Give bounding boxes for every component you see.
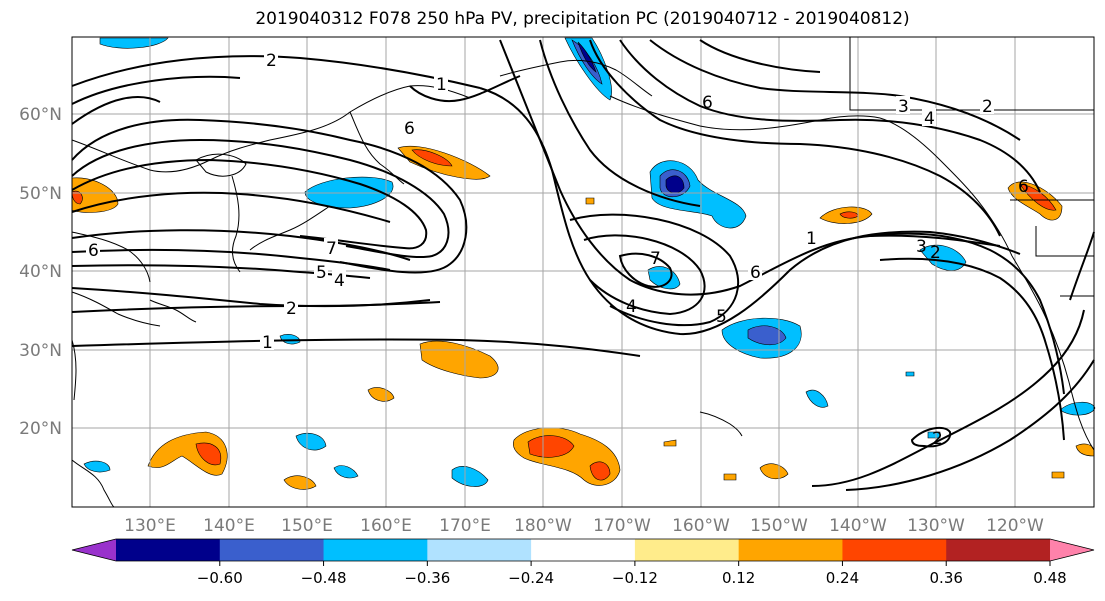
contour-label: 1	[806, 229, 817, 249]
lat-label: 60°N	[19, 105, 62, 125]
contour-label: 6	[702, 93, 713, 113]
map-frame	[71, 36, 1095, 508]
contour-label-box	[980, 96, 994, 114]
precipitation-shading	[71, 37, 1096, 490]
colorbar-tick-label: 0.12	[722, 569, 755, 587]
colorbar-tick-label: −0.48	[301, 569, 347, 587]
contour-label-box	[324, 238, 338, 256]
lon-label: 170°E	[439, 516, 491, 536]
contour-label: 2	[982, 97, 993, 117]
lon-label: 180°W	[514, 516, 572, 536]
contour-label: 4	[626, 297, 637, 317]
colorbar-segment	[634, 539, 740, 561]
contour-label: 4	[334, 271, 345, 291]
contour-label: 1	[436, 75, 447, 95]
contour-label: 2	[266, 51, 277, 71]
colorbar-tick-label: 0.36	[930, 569, 963, 587]
colorbar-tick-label: 0.48	[1033, 569, 1066, 587]
lon-label: 140°E	[203, 516, 255, 536]
lon-label: 150°E	[281, 516, 333, 536]
colorbar-tick-label: 0.24	[826, 569, 859, 587]
colorbar-tick-label: −0.24	[508, 569, 554, 587]
colorbar-segment	[323, 539, 428, 561]
contour-label-box	[314, 262, 328, 280]
contour-label: 2	[932, 429, 943, 449]
contour-label-box	[896, 96, 910, 114]
colorbar-segment	[116, 539, 221, 561]
lon-label: 130°E	[124, 516, 176, 536]
colorbar-segment	[842, 539, 947, 561]
longitude-labels: 130°E 140°E 150°E 160°E 170°E 180°W 170°…	[124, 516, 1044, 536]
contour-label-box	[804, 228, 818, 246]
lon-label: 150°W	[750, 516, 808, 536]
contour-label-box	[922, 108, 936, 126]
contour-label-box	[260, 332, 274, 350]
contour-label-box	[434, 74, 448, 92]
contour-label-box	[748, 262, 762, 280]
colorbar-segment	[219, 539, 325, 561]
lon-label: 160°E	[360, 516, 412, 536]
contour-label-box	[284, 298, 298, 316]
contour-label: 7	[650, 249, 661, 269]
contour-label: 2	[286, 299, 297, 319]
contour-label: 7	[326, 239, 337, 259]
contour-label: 5	[716, 307, 727, 327]
colorbar-outline	[71, 538, 1095, 562]
pv-contours	[71, 39, 1095, 491]
contour-label: 2	[930, 243, 941, 263]
colorbar-segment	[427, 539, 532, 561]
colorbar-segment	[531, 539, 636, 561]
lon-label: 130°W	[907, 516, 965, 536]
lat-label: 30°N	[19, 341, 62, 361]
colorbar-segment	[946, 539, 1051, 561]
lon-label: 120°W	[986, 516, 1044, 536]
colorbar-tick-label: −0.12	[612, 569, 658, 587]
colorbar-extend-right	[1050, 539, 1094, 561]
lon-label: 170°W	[593, 516, 651, 536]
colorbar-extend-left	[72, 539, 116, 561]
colorbar-ticks: −0.60 −0.48 −0.36 −0.24 −0.12 0.12 0.24 0.36 0.4…	[197, 561, 1067, 587]
lat-label: 20°N	[19, 419, 62, 439]
contour-label-box	[264, 50, 278, 68]
contour-label: 6	[404, 119, 415, 139]
contour-label: 5	[316, 263, 327, 283]
contour-label: 1	[262, 333, 273, 353]
colorbar-tick-label: −0.60	[197, 569, 243, 587]
colorbar-segments	[71, 538, 1095, 562]
contour-label: 6	[750, 263, 761, 283]
contour-label: 3	[916, 237, 927, 257]
contour-label: 4	[924, 109, 935, 129]
contour-label: 6	[1018, 177, 1029, 197]
colorbar-segment	[738, 539, 843, 561]
contour-labels: 2 1 6 6 3 2 4 6 7 5 4 2 1 7 4 5 6 1 3 2 …	[86, 50, 1029, 449]
lat-label: 40°N	[19, 262, 62, 282]
contour-label-box	[332, 270, 346, 288]
latitude-labels: 60°N 50°N 40°N 30°N 20°N	[19, 105, 62, 439]
map-title: 2019040312 F078 250 hPa PV, precipitatio…	[255, 9, 910, 29]
contour-label: 3	[898, 97, 909, 117]
colorbar-tick-label: −0.36	[404, 569, 450, 587]
lat-label: 50°N	[19, 184, 62, 204]
lon-label: 140°W	[829, 516, 887, 536]
lon-label: 160°W	[672, 516, 730, 536]
contour-label-box	[86, 240, 100, 258]
colorbar: −0.60 −0.48 −0.36 −0.24 −0.12 0.12 0.24 0.36 0.4…	[71, 538, 1095, 587]
contour-label: 6	[88, 241, 99, 261]
